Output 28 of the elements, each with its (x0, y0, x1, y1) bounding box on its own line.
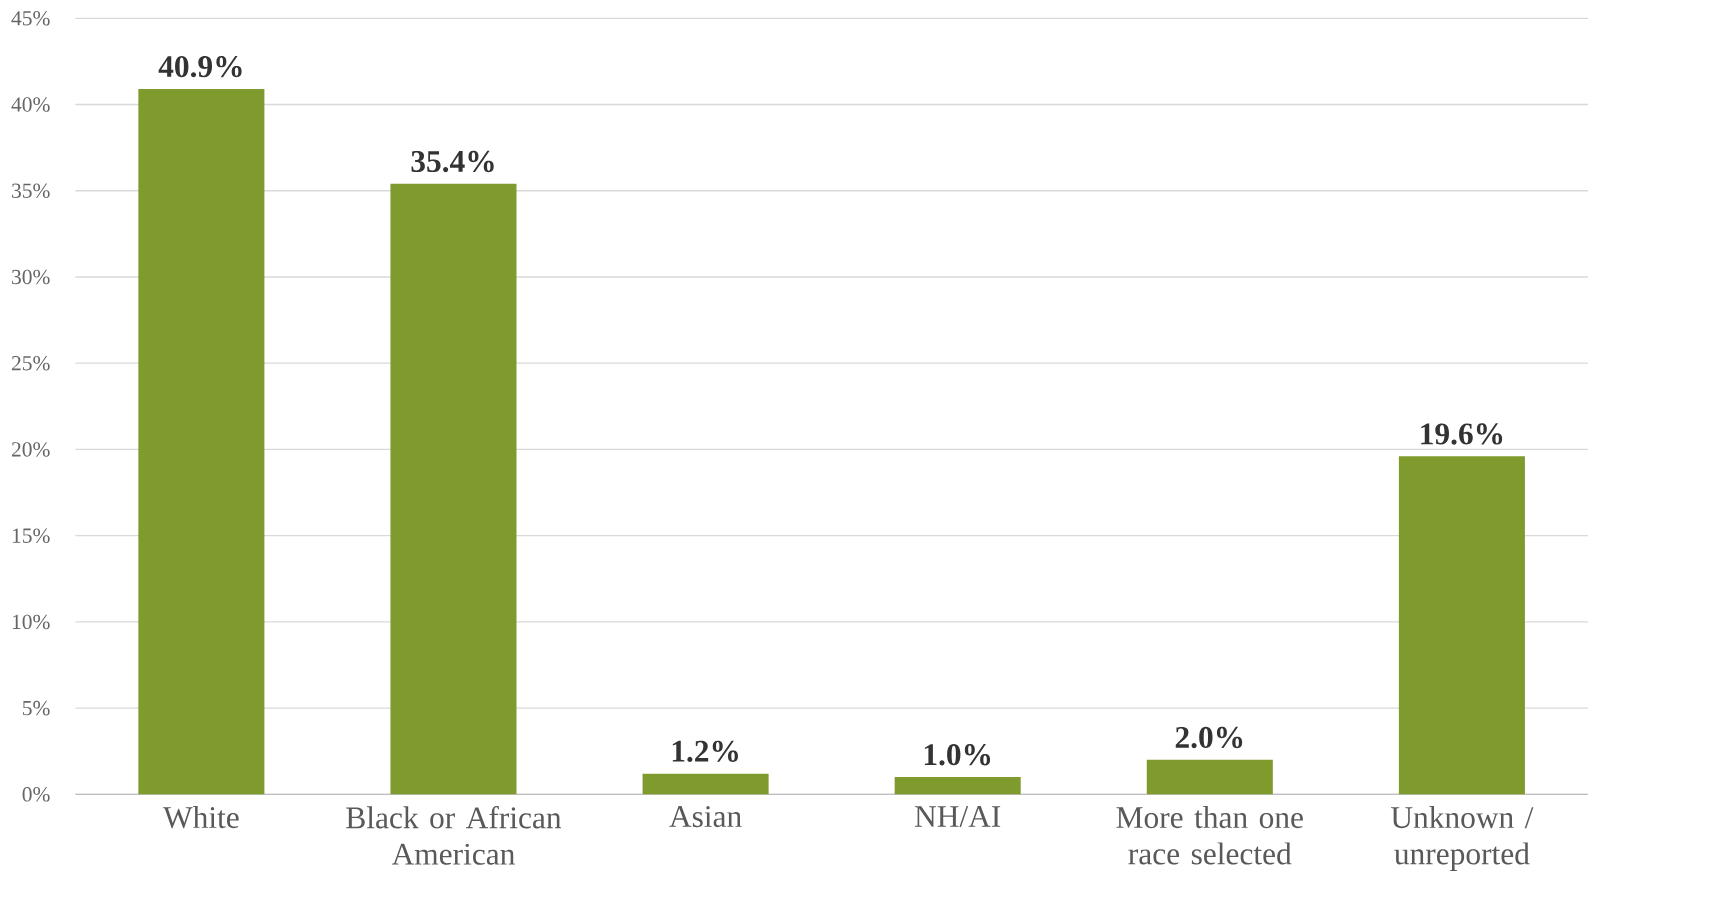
y-tick-label: 15% (12, 528, 50, 543)
data-label: 1.0% (924, 743, 991, 766)
x-tick-label: More than one race selected (1116, 805, 1303, 865)
y-tick-label: 20% (11, 441, 50, 457)
data-label: 19.6% (1421, 423, 1503, 445)
y-tick-label: 35% (12, 183, 50, 198)
bar (894, 776, 1021, 795)
bar (390, 183, 517, 795)
y-tick-label: 10% (12, 614, 50, 629)
x-tick-label: Unknown / unreported (1391, 805, 1534, 871)
y-tick-label: 5% (23, 700, 50, 716)
y-tick-label: 40% (11, 97, 50, 112)
x-tick-label: NH/AI (914, 805, 1001, 827)
x-tick-label: White (163, 805, 239, 829)
data-label: 1.2% (672, 740, 738, 762)
y-tick-label: 30% (12, 269, 50, 285)
data-label: 35.4% (411, 150, 494, 172)
bar (642, 773, 769, 795)
x-tick-label: Black or African American (346, 805, 562, 865)
y-tick-label: 25% (11, 355, 50, 371)
data-label: 40.9% (158, 55, 242, 78)
y-tick-label: 0% (22, 786, 50, 802)
bar (1146, 759, 1273, 795)
data-label: 2.0% (1175, 726, 1243, 748)
bar (1398, 456, 1525, 795)
y-tick-label: 45% (11, 10, 50, 26)
x-tick-label: Asian (669, 805, 742, 827)
bar (138, 88, 265, 795)
